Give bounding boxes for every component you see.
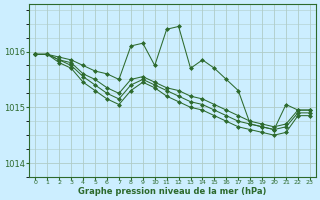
X-axis label: Graphe pression niveau de la mer (hPa): Graphe pression niveau de la mer (hPa) [78, 187, 267, 196]
